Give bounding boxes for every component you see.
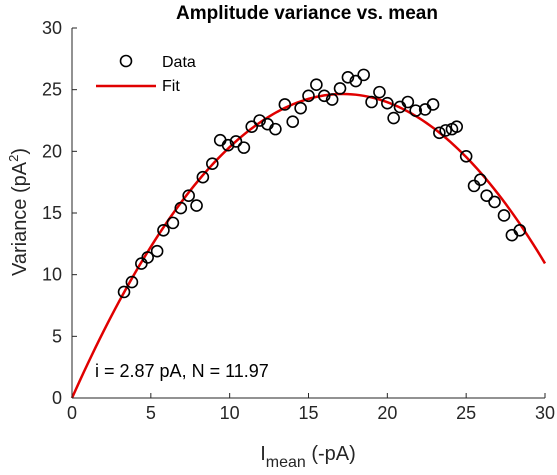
- data-point-11: [206, 157, 219, 170]
- data-point-7: [174, 201, 188, 215]
- y-axis-ticks: 0 5 10 15 20 25 30: [42, 18, 77, 408]
- data-point-21: [286, 115, 300, 129]
- x-axis-ticks: 0 5 10 15 20 25 30: [67, 393, 555, 423]
- y-tick-label-6: 30: [42, 18, 62, 38]
- data-point-0: [117, 285, 131, 299]
- data-point-33: [381, 96, 394, 110]
- data-point-39: [426, 98, 440, 111]
- x-axis-label: Imean (-pA): [260, 443, 356, 471]
- plot-background: [72, 28, 545, 398]
- data-point-6: [166, 216, 180, 230]
- y-tick-label-1: 5: [52, 326, 62, 346]
- data-point-49: [497, 209, 511, 222]
- data-point-29: [349, 74, 363, 88]
- data-point-48: [488, 195, 501, 209]
- x-tick-label-3: 15: [298, 403, 318, 423]
- legend-data-marker: [119, 54, 133, 68]
- legend-data-label: Data: [162, 54, 196, 71]
- data-point-30: [357, 68, 370, 82]
- x-tick-label-0: 0: [67, 403, 77, 423]
- fit-line: [70, 92, 547, 399]
- x-tick-label-2: 10: [220, 403, 240, 423]
- data-point-20: [278, 98, 292, 111]
- data-point-40: [433, 126, 446, 140]
- data-point-41: [439, 124, 452, 137]
- y-axis-label-close: ): [9, 148, 31, 155]
- data-point-31: [365, 95, 378, 109]
- data-point-32: [373, 85, 386, 99]
- data-point-43: [450, 120, 464, 133]
- data-point-25: [317, 89, 331, 103]
- y-tick-label-3: 15: [42, 203, 62, 223]
- data-point-24: [310, 78, 323, 92]
- data-point-28: [341, 71, 355, 84]
- y-tick-label-2: 10: [42, 265, 62, 285]
- legend-fit-label: Fit: [162, 78, 180, 95]
- data-point-8: [182, 189, 195, 203]
- data-point-27: [333, 82, 347, 95]
- data-point-26: [325, 93, 339, 106]
- data-point-13: [221, 138, 235, 152]
- fit-layer: [70, 92, 547, 399]
- y-axis-label: Variance (pA2): [6, 148, 31, 276]
- data-point-15: [237, 141, 251, 154]
- chart-title: Amplitude variance vs. mean: [176, 3, 438, 24]
- data-point-36: [401, 95, 415, 109]
- data-point-3: [141, 251, 154, 264]
- data-point-51: [513, 223, 527, 237]
- data-point-5: [157, 223, 170, 237]
- data-point-34: [387, 111, 400, 125]
- fit-annotation: i = 2.87 pA, N = 11.97: [95, 361, 269, 381]
- data-point-23: [302, 89, 315, 103]
- x-tick-label-4: 20: [377, 403, 397, 423]
- x-axis-label-main: I: [260, 443, 266, 465]
- data-point-44: [459, 149, 473, 163]
- data-points: [117, 68, 527, 299]
- data-point-4: [150, 244, 164, 258]
- plot-area: [70, 28, 547, 399]
- x-tick-label-5: 25: [456, 403, 476, 423]
- data-point-22: [294, 101, 307, 115]
- x-tick-label-1: 5: [146, 403, 156, 423]
- data-point-1: [125, 275, 139, 289]
- y-tick-label-5: 25: [42, 80, 62, 100]
- y-axis-label-superscript: 2: [6, 155, 21, 162]
- data-point-47: [480, 189, 493, 203]
- data-point-10: [196, 170, 210, 184]
- data-point-37: [409, 104, 423, 117]
- data-point-9: [190, 199, 203, 212]
- y-axis-label-main: Variance (pA: [9, 161, 31, 276]
- data-point-17: [253, 114, 266, 127]
- data-point-19: [269, 122, 282, 136]
- data-point-46: [474, 173, 487, 186]
- data-point-14: [229, 135, 243, 148]
- data-point-16: [245, 120, 259, 133]
- y-tick-label-0: 0: [52, 388, 62, 408]
- x-tick-label-6: 30: [535, 403, 555, 423]
- y-tick-label-4: 20: [42, 141, 62, 161]
- legend: Data Fit: [96, 54, 196, 95]
- x-axis-label-units: (-pA): [306, 443, 356, 465]
- x-axis-label-subscript: mean: [266, 454, 306, 471]
